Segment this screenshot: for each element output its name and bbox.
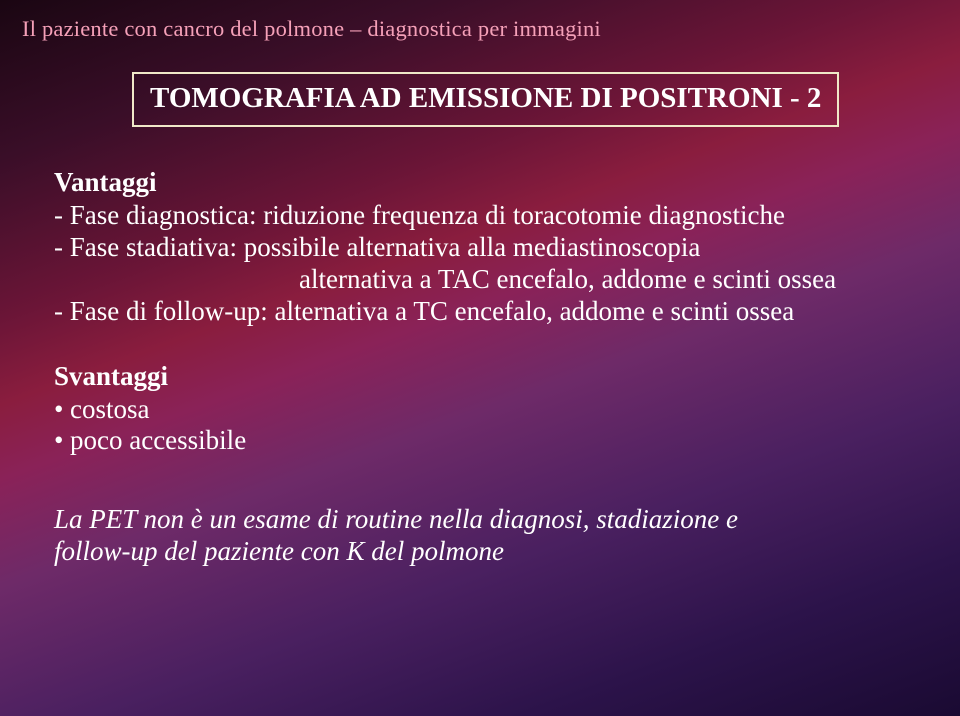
bullet-dot-icon: • bbox=[54, 394, 60, 425]
slide: Il paziente con cancro del polmone – dia… bbox=[0, 0, 960, 716]
title-box: TOMOGRAFIA AD EMISSIONE DI POSITRONI - 2 bbox=[132, 72, 839, 127]
svantaggi-bullets: • costosa • poco accessibile bbox=[54, 394, 938, 456]
vantaggi-line: - Fase di follow-up: alternativa a TC en… bbox=[54, 296, 938, 328]
footnote: La PET non è un esame di routine nella d… bbox=[54, 504, 938, 568]
slide-header: Il paziente con cancro del polmone – dia… bbox=[22, 16, 938, 42]
bullet-item: • poco accessibile bbox=[54, 425, 938, 456]
vantaggi-label: Vantaggi bbox=[54, 167, 938, 198]
bullet-dot-icon: • bbox=[54, 425, 60, 456]
vantaggi-body: - Fase diagnostica: riduzione frequenza … bbox=[54, 200, 938, 327]
slide-title: TOMOGRAFIA AD EMISSIONE DI POSITRONI - 2 bbox=[150, 82, 821, 115]
bullet-text: poco accessibile bbox=[70, 425, 246, 456]
bullet-text: costosa bbox=[70, 394, 149, 425]
footnote-line: La PET non è un esame di routine nella d… bbox=[54, 504, 938, 536]
vantaggi-line: alternativa a TAC encefalo, addome e sci… bbox=[299, 264, 938, 296]
footnote-line: follow-up del paziente con K del polmone bbox=[54, 536, 938, 568]
vantaggi-line: - Fase diagnostica: riduzione frequenza … bbox=[54, 200, 938, 232]
bullet-item: • costosa bbox=[54, 394, 938, 425]
svantaggi-label: Svantaggi bbox=[54, 361, 938, 392]
vantaggi-line: - Fase stadiativa: possibile alternativa… bbox=[54, 232, 938, 264]
